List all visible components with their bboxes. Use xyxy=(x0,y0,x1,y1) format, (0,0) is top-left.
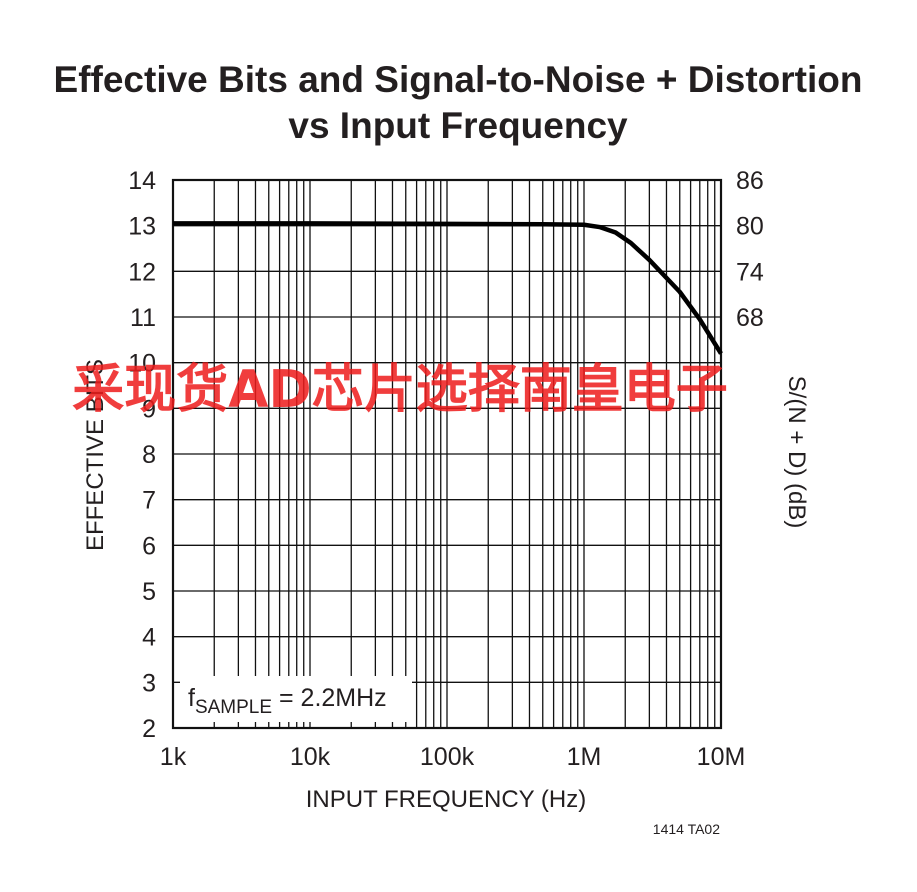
y-tick-label: 7 xyxy=(142,487,156,515)
annotation-text: fSAMPLE = 2.2MHz xyxy=(188,684,387,718)
chart-title-line1: Effective Bits and Signal-to-Noise + Dis… xyxy=(54,59,863,100)
y-tick-label: 2 xyxy=(142,715,156,743)
watermark: 采现货AD芯片选择南皇电子 xyxy=(72,360,727,420)
y-tick-label: 9 xyxy=(142,395,156,423)
grid xyxy=(171,178,723,730)
x-tick-label: 10k xyxy=(290,743,331,771)
y2-tick-label: 74 xyxy=(736,258,764,286)
chart-title-line2: vs Input Frequency xyxy=(288,105,628,146)
sample-rate-annotation: fSAMPLE = 2.2MHz xyxy=(180,676,412,722)
y2-tick-label: 86 xyxy=(736,167,764,195)
y2-tick-label: 68 xyxy=(736,304,764,332)
tick-labels: 2 3 4 5 6 7 8 9 10 11 12 13 14 86 80 74 68 1k 10k 100k 1M 10M xyxy=(128,167,764,771)
y-tick-label: 12 xyxy=(128,258,156,286)
y2-tick-label: 80 xyxy=(736,213,764,241)
y-axis-label: EFFECTIVE BITS xyxy=(82,359,109,551)
x-tick-label: 1k xyxy=(160,743,187,771)
y-tick-label: 3 xyxy=(142,669,156,697)
plot-frame xyxy=(171,178,723,730)
x-tick-label: 10M xyxy=(697,743,746,771)
data-series xyxy=(173,221,723,355)
y-tick-label: 8 xyxy=(142,441,156,469)
y-tick-label: 14 xyxy=(128,167,156,195)
y-tick-label: 5 xyxy=(142,578,156,606)
x-tick-label: 100k xyxy=(420,743,475,771)
x-axis-label: INPUT FREQUENCY (Hz) xyxy=(306,786,586,813)
x-tick-label: 1M xyxy=(567,743,602,771)
y-tick-label: 4 xyxy=(142,624,156,652)
figure-id: 1414 TA02 xyxy=(653,821,720,837)
series-line xyxy=(173,221,723,355)
y2-axis-label: S/(N + D) (dB) xyxy=(783,376,810,529)
y-tick-label: 13 xyxy=(128,213,156,241)
y-tick-label: 10 xyxy=(128,350,156,378)
y-tick-label: 11 xyxy=(130,304,156,332)
y-tick-label: 6 xyxy=(142,532,156,560)
